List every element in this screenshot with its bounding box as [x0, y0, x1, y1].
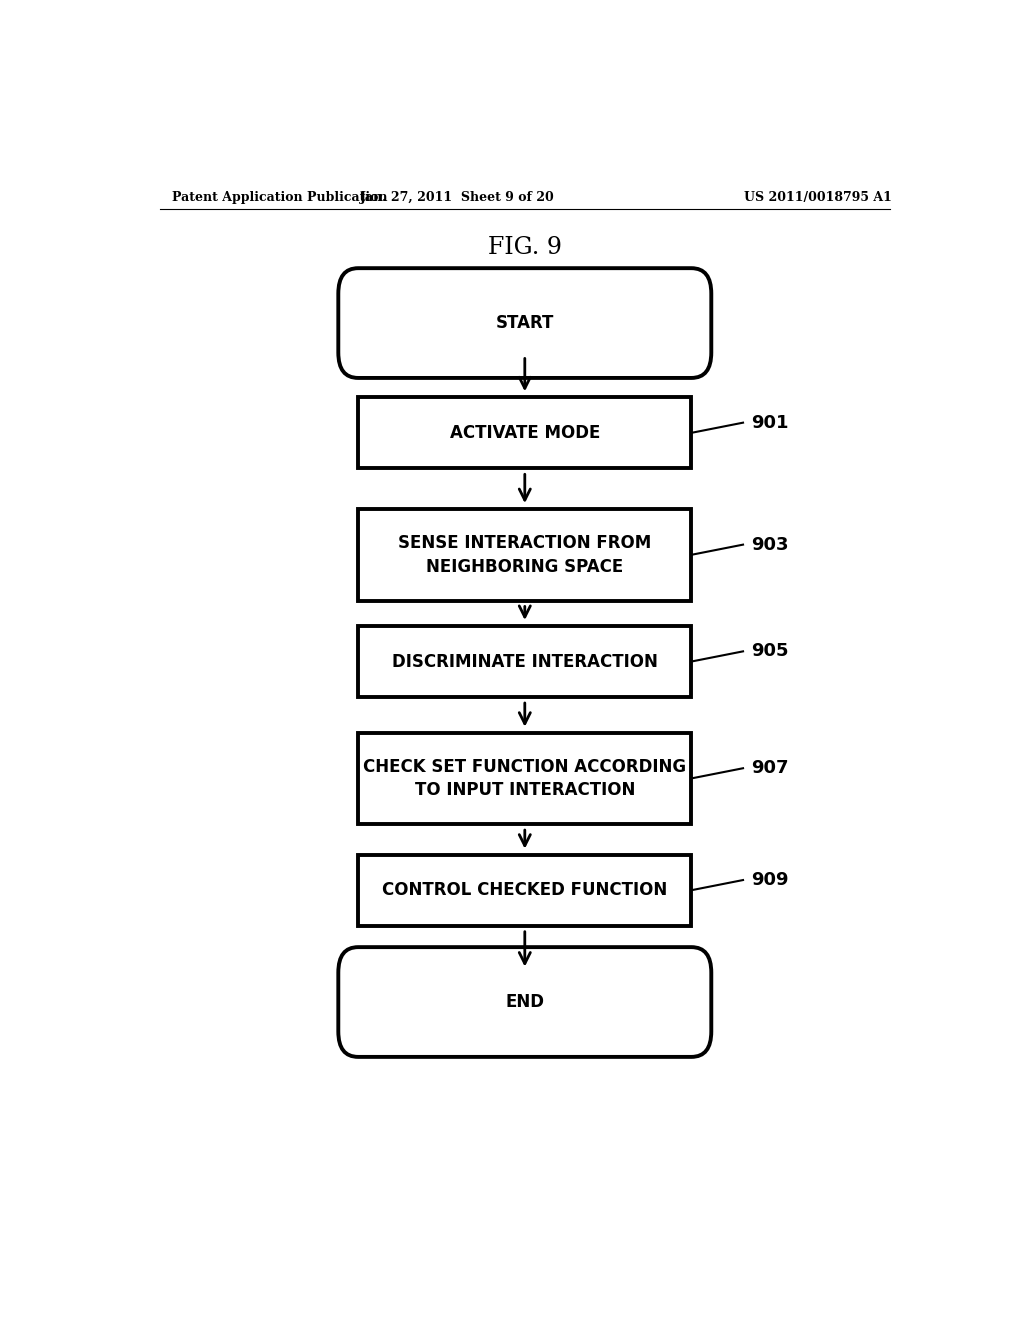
FancyBboxPatch shape: [358, 510, 691, 601]
Text: FIG. 9: FIG. 9: [487, 236, 562, 259]
Text: 903: 903: [751, 536, 788, 553]
Text: ACTIVATE MODE: ACTIVATE MODE: [450, 424, 600, 442]
Text: Patent Application Publication: Patent Application Publication: [172, 190, 387, 203]
Text: Jan. 27, 2011  Sheet 9 of 20: Jan. 27, 2011 Sheet 9 of 20: [360, 190, 555, 203]
FancyBboxPatch shape: [338, 268, 712, 378]
Text: US 2011/0018795 A1: US 2011/0018795 A1: [744, 190, 892, 203]
FancyBboxPatch shape: [358, 626, 691, 697]
Text: SENSE INTERACTION FROM
NEIGHBORING SPACE: SENSE INTERACTION FROM NEIGHBORING SPACE: [398, 535, 651, 576]
Text: START: START: [496, 314, 554, 333]
Text: END: END: [505, 993, 545, 1011]
Text: 901: 901: [751, 413, 788, 432]
Text: 905: 905: [751, 643, 788, 660]
FancyBboxPatch shape: [338, 948, 712, 1057]
Text: CHECK SET FUNCTION ACCORDING
TO INPUT INTERACTION: CHECK SET FUNCTION ACCORDING TO INPUT IN…: [364, 758, 686, 799]
Text: DISCRIMINATE INTERACTION: DISCRIMINATE INTERACTION: [392, 652, 657, 671]
FancyBboxPatch shape: [358, 733, 691, 824]
FancyBboxPatch shape: [358, 397, 691, 469]
Text: CONTROL CHECKED FUNCTION: CONTROL CHECKED FUNCTION: [382, 882, 668, 899]
Text: 907: 907: [751, 759, 788, 777]
Text: 909: 909: [751, 871, 788, 890]
FancyBboxPatch shape: [358, 854, 691, 925]
